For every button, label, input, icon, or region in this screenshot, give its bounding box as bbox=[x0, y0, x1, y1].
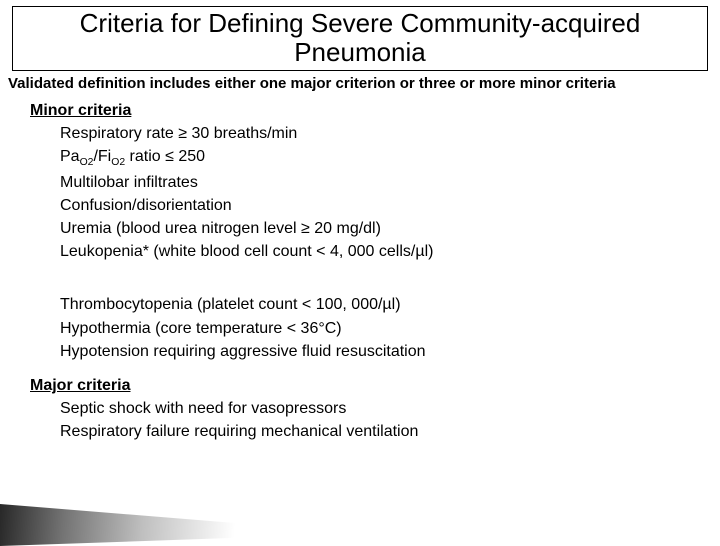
major-heading: Major criteria bbox=[30, 377, 720, 395]
list-item: PaO2/FiO2 ratio ≤ 250 bbox=[60, 145, 720, 170]
list-item: Hypothermia (core temperature < 36°C) bbox=[60, 317, 720, 340]
list-item: Septic shock with need for vasopressors bbox=[60, 397, 720, 420]
list-item: Respiratory rate ≥ 30 breaths/min bbox=[60, 122, 720, 145]
page-title: Criteria for Defining Severe Community-a… bbox=[23, 9, 697, 66]
subtitle: Validated definition includes either one… bbox=[8, 75, 712, 92]
minor-list-b: Thrombocytopenia (platelet count < 100, … bbox=[60, 293, 720, 363]
list-item: Leukopenia* (white blood cell count < 4,… bbox=[60, 240, 720, 263]
minor-list-a: Respiratory rate ≥ 30 breaths/min PaO2/F… bbox=[60, 122, 720, 263]
list-item: Thrombocytopenia (platelet count < 100, … bbox=[60, 293, 720, 316]
title-box: Criteria for Defining Severe Community-a… bbox=[12, 6, 708, 71]
list-item: Multilobar infiltrates bbox=[60, 171, 720, 194]
list-item: Hypotension requiring aggressive fluid r… bbox=[60, 340, 720, 363]
list-item: Uremia (blood urea nitrogen level ≥ 20 m… bbox=[60, 217, 720, 240]
decorative-shadow bbox=[0, 486, 260, 546]
list-item: Respiratory failure requiring mechanical… bbox=[60, 420, 720, 443]
major-list: Septic shock with need for vasopressors … bbox=[60, 397, 720, 443]
minor-heading: Minor criteria bbox=[30, 102, 720, 120]
list-item: Confusion/disorientation bbox=[60, 194, 720, 217]
